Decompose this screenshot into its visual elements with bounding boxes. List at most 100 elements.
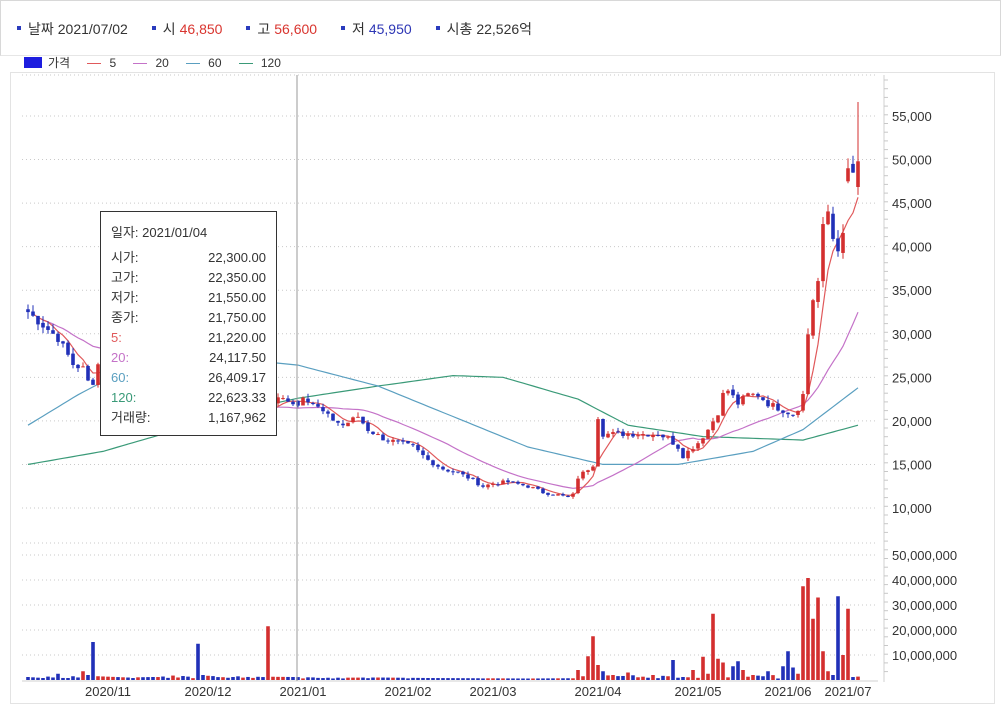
candle-body <box>601 419 605 437</box>
candle-body <box>661 434 665 438</box>
candle-body <box>741 396 745 405</box>
candle-body <box>736 394 740 405</box>
volume-bar <box>851 677 855 680</box>
candle <box>56 331 60 346</box>
volume-tick-label: 30,000,000 <box>892 598 957 613</box>
ohlc-summary: 날짜 2021/07/02 시 46,850 고 56,600 저 45,950 시총 2… <box>17 19 552 39</box>
price-tick-label: 50,000 <box>892 153 932 168</box>
candle <box>586 469 590 475</box>
candle <box>491 481 495 488</box>
volume-bar <box>301 678 305 680</box>
candle <box>686 447 690 462</box>
volume-bar <box>116 677 120 680</box>
info-high: 고 56,600 <box>246 19 317 39</box>
tooltip-row: 거래량: 1,167,962 <box>111 408 266 428</box>
candle <box>386 438 390 444</box>
volume-tick-label: 50,000,000 <box>892 548 957 563</box>
volume-bar <box>336 677 340 680</box>
volume-bar <box>316 677 320 680</box>
volume-bar <box>766 671 770 680</box>
volume-bar <box>206 675 210 680</box>
candle-body <box>496 484 500 486</box>
candle <box>406 440 410 444</box>
candle-body <box>316 404 320 407</box>
x-tick-label: 2020/12 <box>185 684 232 699</box>
volume-bar <box>41 678 45 680</box>
candle-body <box>366 422 370 431</box>
volume-bar <box>611 675 615 680</box>
volume-bar <box>481 678 485 680</box>
candle <box>51 324 55 334</box>
candle-body <box>296 400 300 406</box>
legend-ma-5[interactable]: 5 <box>87 56 116 70</box>
price-tick-label: 10,000 <box>892 501 932 516</box>
volume-bar <box>396 677 400 680</box>
candle <box>741 394 745 406</box>
candle <box>851 155 855 173</box>
candle-body <box>771 403 775 407</box>
volume-bar <box>281 676 285 680</box>
candle <box>806 328 810 395</box>
volume-bar <box>756 675 760 680</box>
price-tick-label: 25,000 <box>892 370 932 385</box>
tooltip-row: 시가: 22,300.00 <box>111 248 266 268</box>
candle <box>706 429 710 440</box>
candle <box>336 420 340 426</box>
volume-bar <box>601 671 605 680</box>
volume-bar <box>731 666 735 680</box>
volume-bar <box>266 626 270 680</box>
legend-ma-120[interactable]: 120 <box>238 56 281 70</box>
x-tick-label: 2021/03 <box>470 684 517 699</box>
candle-body <box>431 460 435 466</box>
legend-price[interactable]: 가격 <box>24 54 70 71</box>
volume-bar <box>816 597 820 680</box>
candle-body <box>446 469 450 472</box>
tooltip-row-label: 5: <box>111 330 122 345</box>
candle-body <box>841 232 845 253</box>
tooltip-date: 일자: 2021/01/04 <box>111 225 208 240</box>
candle <box>676 443 680 452</box>
candle <box>766 395 770 408</box>
tooltip-row: 120: 22,623.33 <box>111 388 266 408</box>
candle <box>651 432 655 441</box>
volume-bar <box>441 678 445 680</box>
candle <box>791 414 795 418</box>
volume-bar <box>686 677 690 680</box>
candle-body <box>451 471 455 473</box>
candle <box>561 492 565 497</box>
volume-bar <box>811 618 815 680</box>
candle <box>846 158 850 184</box>
volume-bar <box>846 608 850 680</box>
legend-ma-20[interactable]: 20 <box>133 56 169 70</box>
volume-bar <box>831 675 835 680</box>
candle-body <box>826 211 830 225</box>
volume-bar <box>391 677 395 680</box>
candle <box>291 399 295 407</box>
candle-body <box>751 393 755 395</box>
candle <box>591 464 595 472</box>
candle <box>621 428 625 439</box>
data-tooltip: 일자: 2021/01/04 시가: 22,300.00 고가: 22,350.00 저… <box>100 211 277 436</box>
volume-bar <box>61 677 65 680</box>
candle-body <box>351 417 355 423</box>
tooltip-row-label: 20: <box>111 350 130 365</box>
volume-bar <box>646 677 650 680</box>
info-date: 날짜 2021/07/02 <box>17 19 128 39</box>
candle <box>416 442 420 453</box>
volume-bar <box>416 677 420 680</box>
candle <box>476 476 480 487</box>
volume-bar <box>626 672 630 680</box>
candle-body <box>486 484 490 488</box>
volume-bar <box>636 677 640 680</box>
candle-body <box>476 478 480 486</box>
volume-bar <box>126 677 130 680</box>
candle-body <box>701 438 705 444</box>
candle <box>276 393 280 407</box>
info-market-cap: 시총 22,526억 <box>435 19 532 39</box>
legend-ma-60[interactable]: 60 <box>186 56 222 70</box>
volume-bar <box>721 662 725 680</box>
candle-body <box>381 434 385 441</box>
candle-body <box>526 485 530 488</box>
candle-body <box>81 366 85 368</box>
